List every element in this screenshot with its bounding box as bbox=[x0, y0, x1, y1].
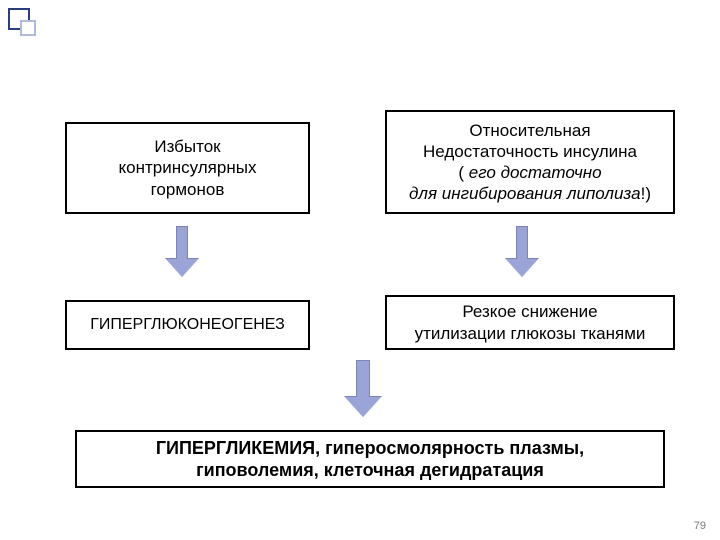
box-hypergluconeogenesis: ГИПЕРГЛЮКОНЕОГЕНЕЗ bbox=[65, 300, 310, 350]
box-tl-line1: Избыток bbox=[154, 137, 220, 156]
box-tr-line1: Относительная bbox=[469, 121, 590, 140]
box-tl-line2: контринсулярных bbox=[119, 158, 257, 177]
box-relative-insufficiency: Относительная Недостаточность инсулина (… bbox=[385, 110, 675, 214]
corner-decoration bbox=[8, 8, 48, 48]
box-mr-line1: Резкое снижение bbox=[462, 302, 597, 321]
page-number: 79 bbox=[694, 520, 706, 532]
box-tr-line3-prefix: ( bbox=[458, 163, 468, 182]
box-tl-line3: гормонов bbox=[151, 180, 225, 199]
box-excess-hormones: Избыток контринсулярных гормонов bbox=[65, 122, 310, 214]
box-tr-line2: Недостаточность инсулина bbox=[423, 142, 637, 161]
deco-inner-square bbox=[20, 20, 36, 36]
box-tr-line3-italic: его достаточно bbox=[469, 163, 602, 182]
box-glucose-utilization: Резкое снижение утилизации глюкозы тканя… bbox=[385, 295, 675, 350]
box-tr-line4-suffix: !) bbox=[641, 184, 651, 203]
box-hyperglycemia: ГИПЕРГЛИКЕМИЯ, гиперосмолярность плазмы,… bbox=[75, 430, 665, 488]
box-bottom-line2: гиповолемия, клеточная дегидратация bbox=[196, 460, 544, 480]
box-mr-line2: утилизации глюкозы тканями bbox=[415, 324, 646, 343]
box-bottom-bold: ГИПЕРГЛИКЕМИЯ, гиперосмолярность плазмы, bbox=[156, 438, 584, 458]
box-tr-line4-italic: для ингибирования липолиза bbox=[409, 184, 641, 203]
box-ml-text: ГИПЕРГЛЮКОНЕОГЕНЕЗ bbox=[90, 315, 285, 335]
